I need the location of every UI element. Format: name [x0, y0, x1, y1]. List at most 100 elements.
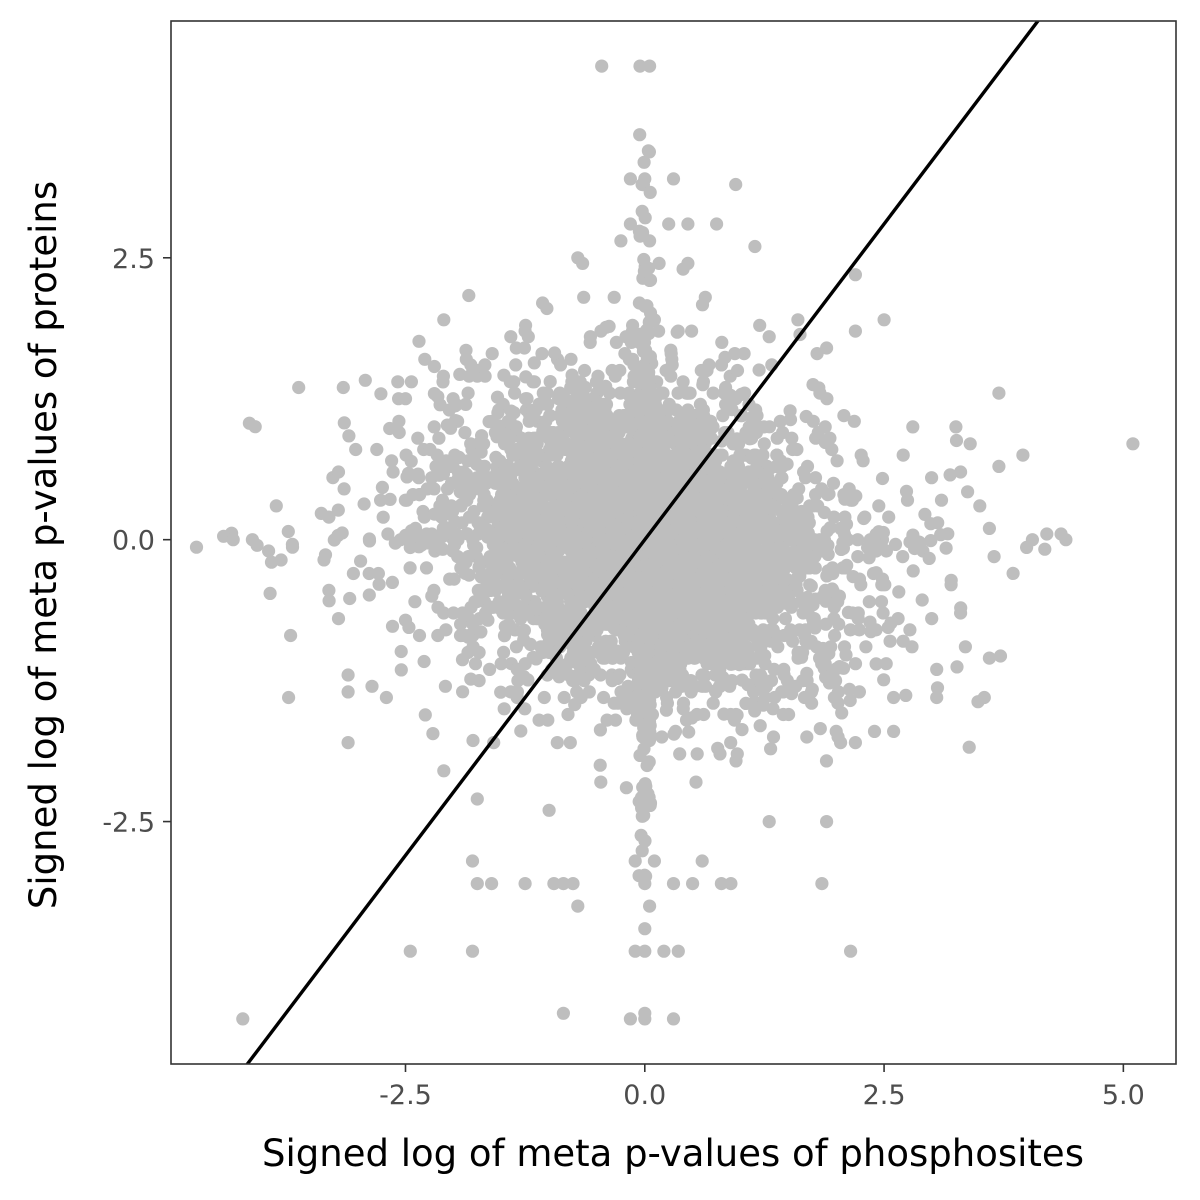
data-point [542, 803, 556, 817]
data-point [829, 662, 844, 676]
data-point [643, 59, 657, 73]
data-point [763, 530, 777, 544]
data-point [672, 450, 686, 464]
data-point [725, 403, 739, 417]
data-point [462, 568, 476, 582]
data-point [729, 529, 743, 543]
data-point [840, 558, 854, 573]
data-point [494, 657, 508, 671]
data-point [274, 553, 288, 567]
data-point [695, 298, 710, 312]
data-point [887, 724, 901, 739]
data-point [456, 685, 470, 699]
data-point [623, 172, 638, 186]
data-point [834, 542, 848, 557]
data-point [491, 406, 505, 420]
data-point [683, 535, 697, 550]
data-point [557, 690, 571, 705]
data-point [607, 621, 621, 635]
data-point [461, 386, 475, 400]
data-point [718, 350, 732, 364]
data-point [788, 491, 802, 505]
data-point [535, 347, 549, 361]
data-point [764, 501, 778, 515]
data-point [595, 59, 609, 73]
data-point [654, 472, 668, 486]
data-point [490, 541, 504, 555]
data-point [398, 613, 413, 627]
data-point [544, 442, 558, 456]
data-point [430, 448, 444, 462]
data-point [588, 459, 602, 473]
data-point [698, 476, 712, 490]
data-point [470, 877, 484, 891]
data-point [623, 1012, 638, 1026]
data-point [518, 557, 532, 572]
data-point [657, 944, 671, 958]
data-point [454, 617, 468, 631]
data-point [993, 649, 1008, 663]
data-point [662, 555, 676, 569]
data-point [444, 421, 458, 435]
data-point [876, 606, 890, 620]
data-point [851, 550, 865, 564]
data-point [869, 657, 883, 671]
data-point [818, 435, 832, 450]
data-point [609, 535, 623, 549]
y-tick-label: 2.5 [112, 244, 155, 275]
data-point [712, 503, 727, 517]
data-point [662, 217, 676, 231]
data-point [949, 420, 963, 434]
data-point [416, 504, 430, 519]
data-point [971, 695, 985, 709]
data-point [640, 758, 654, 773]
data-point [822, 487, 836, 501]
data-point [818, 541, 832, 555]
data-point [958, 640, 973, 654]
data-point [867, 724, 882, 739]
data-point [331, 465, 346, 479]
data-point [643, 273, 658, 287]
data-point [537, 417, 551, 432]
data-point [655, 420, 669, 434]
data-point [800, 730, 814, 744]
data-point [670, 325, 684, 339]
data-point [872, 525, 886, 539]
data-point [556, 389, 571, 403]
data-point [658, 455, 673, 469]
data-point [597, 438, 612, 453]
data-point [667, 727, 681, 741]
data-point [673, 599, 687, 613]
data-point [494, 685, 508, 699]
data-point [689, 775, 703, 789]
data-point [527, 356, 541, 370]
data-point [816, 641, 830, 656]
data-point [609, 335, 624, 349]
data-point [452, 450, 466, 464]
data-point [602, 319, 616, 333]
data-point [659, 610, 674, 624]
data-point [786, 625, 800, 639]
data-point [565, 368, 579, 382]
data-point [770, 486, 784, 500]
data-point [752, 488, 766, 502]
data-point [453, 367, 467, 381]
data-point [490, 430, 504, 444]
data-point [461, 630, 476, 644]
data-point [676, 375, 690, 389]
data-point [655, 650, 669, 664]
data-point [576, 256, 590, 270]
data-point [591, 505, 605, 519]
data-point [594, 775, 608, 789]
data-point [844, 944, 858, 958]
data-point [522, 436, 536, 450]
data-point [732, 587, 747, 602]
data-point [448, 515, 462, 529]
data-point [820, 815, 834, 829]
data-point [372, 577, 386, 591]
data-point [638, 834, 652, 848]
data-point [939, 541, 953, 555]
data-point [638, 877, 652, 891]
data-point [875, 471, 890, 486]
data-point [872, 499, 886, 513]
